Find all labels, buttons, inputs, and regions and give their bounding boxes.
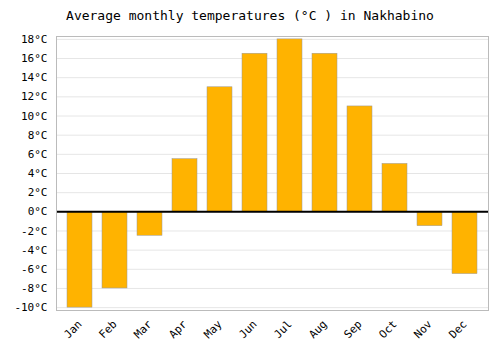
svg-text:Oct: Oct: [376, 318, 399, 341]
svg-text:-8°C: -8°C: [21, 282, 48, 295]
svg-text:-2°C: -2°C: [21, 225, 48, 238]
svg-text:May: May: [201, 317, 225, 341]
svg-text:-10°C: -10°C: [14, 301, 47, 314]
svg-text:Jul: Jul: [271, 318, 294, 341]
svg-text:Jun: Jun: [236, 318, 259, 341]
svg-text:Aug: Aug: [306, 318, 329, 341]
svg-text:Mar: Mar: [131, 317, 155, 341]
svg-text:4°C: 4°C: [28, 167, 48, 180]
svg-text:Nov: Nov: [411, 317, 435, 341]
svg-text:12°C: 12°C: [21, 90, 48, 103]
svg-text:Dec: Dec: [446, 318, 469, 341]
svg-text:Sep: Sep: [341, 318, 364, 341]
svg-text:16°C: 16°C: [21, 52, 48, 65]
svg-text:-6°C: -6°C: [21, 263, 48, 276]
svg-text:6°C: 6°C: [28, 148, 48, 161]
svg-text:2°C: 2°C: [28, 186, 48, 199]
svg-text:14°C: 14°C: [21, 71, 48, 84]
svg-text:-4°C: -4°C: [21, 244, 48, 257]
svg-text:8°C: 8°C: [28, 129, 48, 142]
svg-text:Feb: Feb: [96, 318, 119, 341]
svg-text:10°C: 10°C: [21, 110, 48, 123]
html-text:Average monthly temperatures (: Average monthly temperatures (°C ) in Na…: [66, 8, 434, 23]
svg-text:0°C: 0°C: [28, 205, 48, 218]
svg-text:Jan: Jan: [61, 318, 84, 341]
svg-text:Apr: Apr: [166, 317, 190, 341]
svg-text:18°C: 18°C: [21, 33, 48, 46]
